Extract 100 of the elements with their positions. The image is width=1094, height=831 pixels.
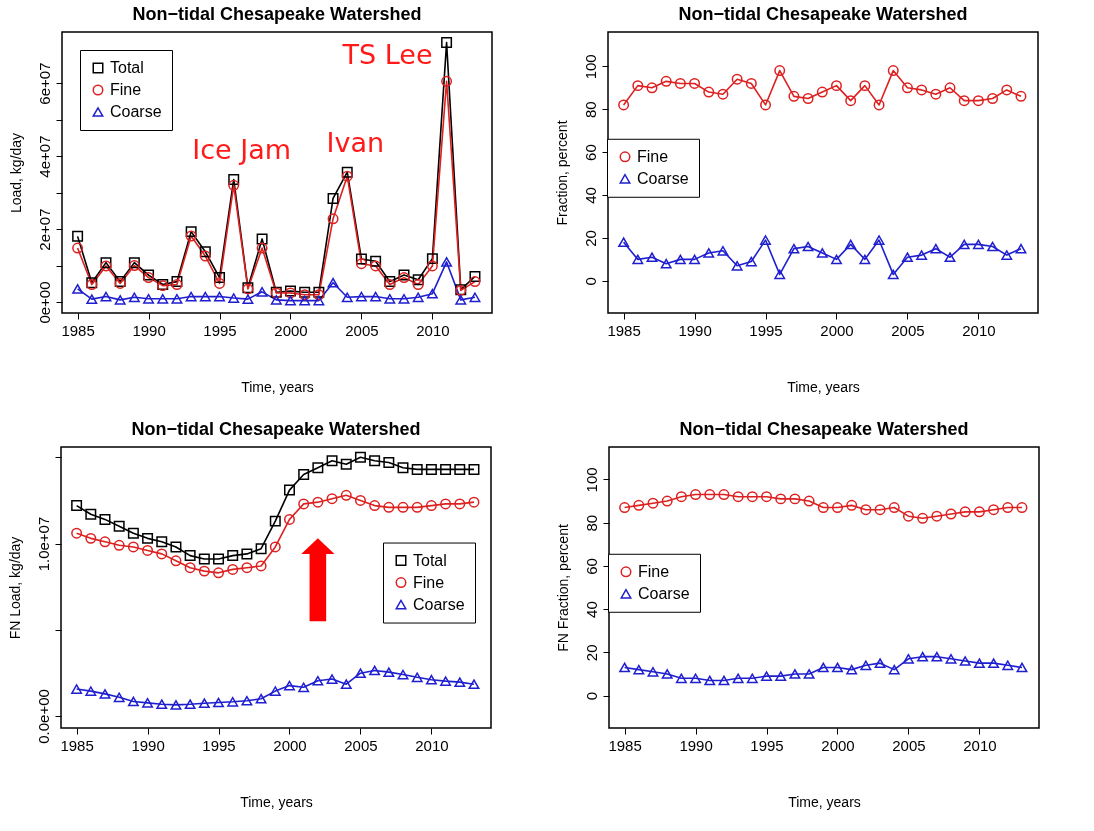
point <box>425 463 437 475</box>
point <box>619 662 631 673</box>
point <box>761 671 773 681</box>
point <box>704 489 716 501</box>
x-tick-label: 2005 <box>344 736 378 754</box>
point <box>355 258 367 270</box>
point <box>411 463 423 475</box>
point <box>690 489 702 501</box>
point <box>830 80 842 92</box>
point <box>972 95 984 107</box>
point <box>455 295 467 305</box>
point <box>198 565 210 577</box>
point <box>127 527 139 539</box>
y-tick-label: 20 <box>582 644 600 662</box>
x-tick-label: 1990 <box>131 736 165 754</box>
point <box>71 684 83 694</box>
point <box>113 692 125 703</box>
y-tick-label: 60 <box>582 558 600 575</box>
point <box>283 484 295 496</box>
point <box>1015 243 1027 254</box>
point <box>127 696 139 707</box>
point <box>326 455 338 467</box>
point <box>831 662 843 673</box>
point <box>227 696 239 707</box>
x-axis-title: Time, years <box>241 378 314 395</box>
point <box>313 295 325 306</box>
point <box>1016 662 1028 673</box>
point <box>902 510 914 522</box>
x-tick-label: 1990 <box>679 736 713 754</box>
point <box>958 239 970 250</box>
point <box>198 553 210 565</box>
point <box>440 463 452 475</box>
point <box>99 536 111 548</box>
point <box>441 257 453 267</box>
point <box>873 235 885 245</box>
point <box>1002 502 1014 514</box>
point <box>299 295 311 306</box>
point <box>468 679 480 690</box>
point <box>987 241 999 252</box>
y-axis-title: FN Fraction, percent <box>554 524 571 652</box>
point <box>341 166 353 178</box>
point <box>256 242 268 254</box>
point <box>703 86 715 98</box>
point <box>370 260 382 272</box>
x-tick-label: 1985 <box>60 736 94 754</box>
point <box>99 689 111 699</box>
point <box>170 555 182 567</box>
point <box>157 293 169 304</box>
point <box>760 99 772 111</box>
x-tick-label: 1995 <box>202 736 236 754</box>
point <box>170 700 182 710</box>
point <box>646 82 658 94</box>
point <box>354 494 366 506</box>
point <box>255 543 267 555</box>
point <box>142 544 154 556</box>
point <box>426 260 438 272</box>
point <box>468 496 480 508</box>
point <box>674 254 686 265</box>
point <box>441 75 453 87</box>
point <box>283 513 295 525</box>
point <box>454 677 466 687</box>
point <box>930 88 942 100</box>
chart-title: Non−tidal Chesapeake Watershed <box>679 419 969 439</box>
point <box>127 541 139 553</box>
point <box>746 673 758 684</box>
point <box>973 658 985 669</box>
point <box>156 536 168 548</box>
point <box>256 233 268 245</box>
point <box>298 498 310 510</box>
y-tick-label: 80 <box>582 514 600 532</box>
point <box>803 495 815 507</box>
legend-label: Coarse <box>637 169 689 187</box>
point <box>859 80 871 92</box>
annotation: TS Lee <box>341 38 433 70</box>
point <box>312 675 324 686</box>
x-tick-label: 2000 <box>821 736 855 754</box>
point <box>916 84 928 96</box>
point <box>142 697 154 708</box>
x-tick-label: 1990 <box>678 321 712 339</box>
point <box>326 493 338 505</box>
point <box>944 82 956 94</box>
point <box>228 179 240 191</box>
point <box>397 501 409 513</box>
point <box>341 170 353 182</box>
point <box>959 656 971 666</box>
point <box>789 493 801 505</box>
point <box>732 491 744 503</box>
point <box>214 277 226 289</box>
y-axis-title: Load, kg/day <box>7 132 24 214</box>
point <box>370 291 382 302</box>
point <box>72 230 84 242</box>
point <box>354 668 366 679</box>
point <box>802 93 814 104</box>
point <box>1001 84 1013 96</box>
point <box>775 493 787 505</box>
point <box>988 658 1000 669</box>
point <box>227 550 239 562</box>
point <box>440 498 452 510</box>
point <box>661 669 673 679</box>
point <box>888 664 900 675</box>
